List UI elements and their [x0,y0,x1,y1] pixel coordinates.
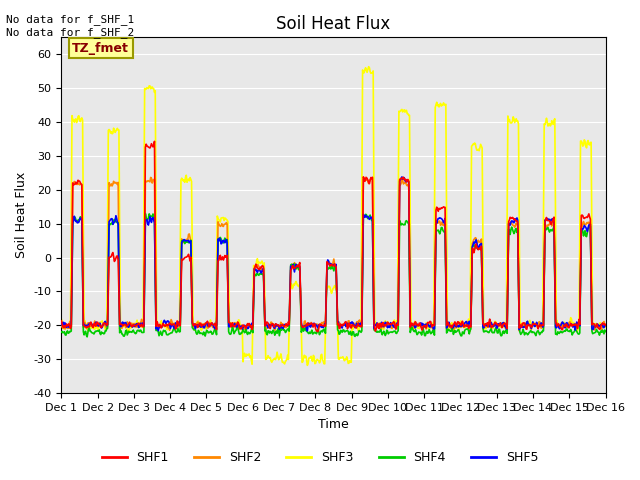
SHF5 [398,174,406,180]
SHF2 [179,240,186,246]
SHF2 [416,323,424,328]
Legend: SHF1, SHF2, SHF3, SHF4, SHF5: SHF1, SHF2, SHF3, SHF4, SHF5 [97,446,543,469]
Line: SHF5: SHF5 [61,177,605,331]
SHF3 [303,362,311,368]
SHF5 [124,324,131,329]
SHF2 [466,328,474,334]
SHF2 [362,174,369,180]
Y-axis label: Soil Heat Flux: Soil Heat Flux [15,172,28,258]
SHF4 [67,328,75,334]
SHF3 [67,215,75,220]
SHF3 [179,177,186,182]
SHF1 [67,324,75,329]
SHF2 [401,180,408,186]
Title: Soil Heat Flux: Soil Heat Flux [276,15,390,33]
SHF2 [58,324,65,329]
SHF1 [401,176,409,182]
SHF1 [314,329,322,335]
SHF4 [602,329,609,335]
SHF4 [58,329,65,335]
SHF4 [417,330,425,336]
SHF3 [602,324,609,330]
SHF4 [83,334,91,340]
SHF2 [602,323,609,328]
SHF5 [58,321,65,327]
SHF5 [303,328,311,334]
SHF5 [179,239,186,244]
SHF1 [150,139,158,144]
SHF2 [207,320,215,326]
SHF3 [207,321,215,326]
SHF1 [124,323,131,329]
Text: No data for f_SHF_1
No data for f_SHF_2: No data for f_SHF_1 No data for f_SHF_2 [6,14,134,38]
SHF4 [124,330,132,336]
Line: SHF4: SHF4 [61,214,605,337]
SHF3 [417,321,425,327]
SHF1 [417,324,425,329]
SHF4 [141,211,149,216]
SHF5 [401,178,409,183]
X-axis label: Time: Time [318,419,349,432]
SHF2 [124,319,131,325]
SHF1 [58,318,65,324]
SHF5 [602,323,609,328]
SHF2 [67,324,75,330]
SHF4 [209,331,216,337]
SHF3 [365,64,372,70]
SHF4 [401,222,409,228]
SHF1 [602,322,609,328]
SHF4 [180,239,188,244]
Text: TZ_fmet: TZ_fmet [72,42,129,55]
SHF5 [67,322,75,328]
SHF3 [124,324,131,330]
SHF5 [417,320,425,325]
SHF3 [401,109,409,115]
Line: SHF3: SHF3 [61,67,605,365]
Line: SHF1: SHF1 [61,142,605,332]
SHF5 [207,322,215,327]
SHF1 [208,320,216,326]
Line: SHF2: SHF2 [61,177,605,331]
SHF3 [58,316,65,322]
SHF1 [179,257,187,263]
